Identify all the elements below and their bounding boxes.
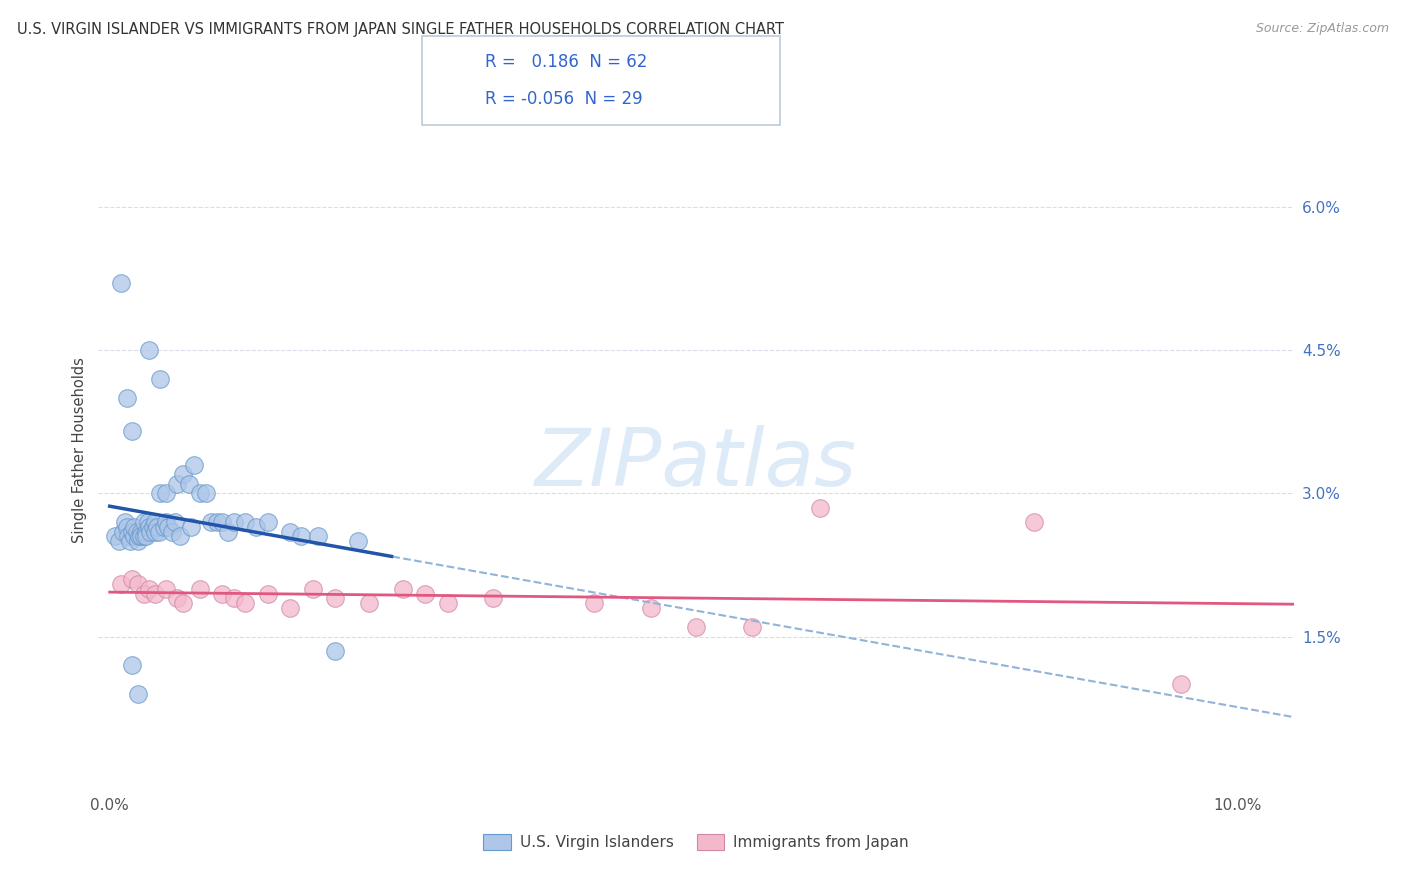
Point [132, 529, 155, 543]
Point [166, 591, 188, 606]
Point [307, 529, 329, 543]
Point [104, 529, 127, 543]
Point [346, 534, 368, 549]
Point [146, 520, 169, 534]
Text: U.S. VIRGIN ISLANDER VS IMMIGRANTS FROM JAPAN SINGLE FATHER HOUSEHOLDS CORRELATI: U.S. VIRGIN ISLANDER VS IMMIGRANTS FROM … [17, 22, 785, 37]
Legend: U.S. Virgin Islanders, Immigrants from Japan: U.S. Virgin Islanders, Immigrants from J… [477, 828, 915, 856]
Point [685, 620, 707, 634]
Point [115, 391, 138, 405]
Point [172, 467, 194, 482]
Point [121, 425, 143, 439]
Point [1024, 515, 1046, 529]
Point [180, 520, 202, 534]
Text: R =   0.186  N = 62: R = 0.186 N = 62 [485, 53, 647, 70]
Point [165, 515, 187, 529]
Point [278, 524, 301, 539]
Point [256, 587, 278, 601]
Text: R = -0.056  N = 29: R = -0.056 N = 29 [485, 90, 643, 108]
Point [482, 591, 505, 606]
Point [141, 520, 163, 534]
Point [323, 591, 346, 606]
Point [217, 524, 239, 539]
Point [124, 520, 146, 534]
Point [222, 515, 245, 529]
Point [136, 515, 159, 529]
Point [121, 658, 143, 673]
Point [135, 529, 157, 543]
Point [808, 500, 831, 515]
Point [110, 577, 132, 591]
Point [135, 524, 157, 539]
Point [437, 596, 460, 610]
Point [153, 520, 176, 534]
Point [132, 515, 155, 529]
Point [121, 524, 143, 539]
Point [155, 486, 177, 500]
Point [132, 587, 155, 601]
Point [183, 458, 205, 472]
Point [138, 582, 160, 596]
Point [233, 515, 256, 529]
Point [149, 372, 172, 386]
Point [138, 343, 160, 358]
Point [200, 515, 222, 529]
Point [128, 529, 150, 543]
Point [188, 582, 211, 596]
Point [160, 524, 183, 539]
Point [194, 486, 217, 500]
Point [110, 277, 132, 291]
Point [124, 529, 146, 543]
Point [129, 529, 152, 543]
Point [301, 582, 323, 596]
Point [125, 524, 148, 539]
Point [392, 582, 415, 596]
Point [205, 515, 228, 529]
Text: Source: ZipAtlas.com: Source: ZipAtlas.com [1256, 22, 1389, 36]
Point [222, 591, 245, 606]
Point [166, 476, 188, 491]
Point [127, 687, 149, 701]
Point [121, 573, 143, 587]
Point [107, 534, 129, 549]
Point [157, 520, 180, 534]
Point [117, 529, 139, 543]
Point [583, 596, 606, 610]
Point [169, 529, 191, 543]
Point [211, 587, 233, 601]
Text: ZIPatlas: ZIPatlas [534, 425, 858, 503]
Point [114, 515, 136, 529]
Point [323, 644, 346, 658]
Point [640, 601, 662, 615]
Y-axis label: Single Father Households: Single Father Households [72, 358, 87, 543]
Point [741, 620, 763, 634]
Point [115, 520, 138, 534]
Point [245, 520, 267, 534]
Point [172, 596, 194, 610]
Point [415, 587, 437, 601]
Point [148, 524, 170, 539]
Point [129, 524, 152, 539]
Point [149, 486, 172, 500]
Point [155, 515, 177, 529]
Point [1170, 677, 1192, 691]
Point [233, 596, 256, 610]
Point [256, 515, 278, 529]
Point [211, 515, 233, 529]
Point [177, 476, 200, 491]
Point [290, 529, 312, 543]
Point [155, 582, 177, 596]
Point [112, 524, 135, 539]
Point [127, 577, 149, 591]
Point [139, 524, 162, 539]
Point [278, 601, 301, 615]
Point [357, 596, 380, 610]
Point [143, 524, 166, 539]
Point [188, 486, 211, 500]
Point [143, 587, 166, 601]
Point [143, 515, 166, 529]
Point [118, 534, 141, 549]
Point [138, 520, 160, 534]
Point [127, 534, 149, 549]
